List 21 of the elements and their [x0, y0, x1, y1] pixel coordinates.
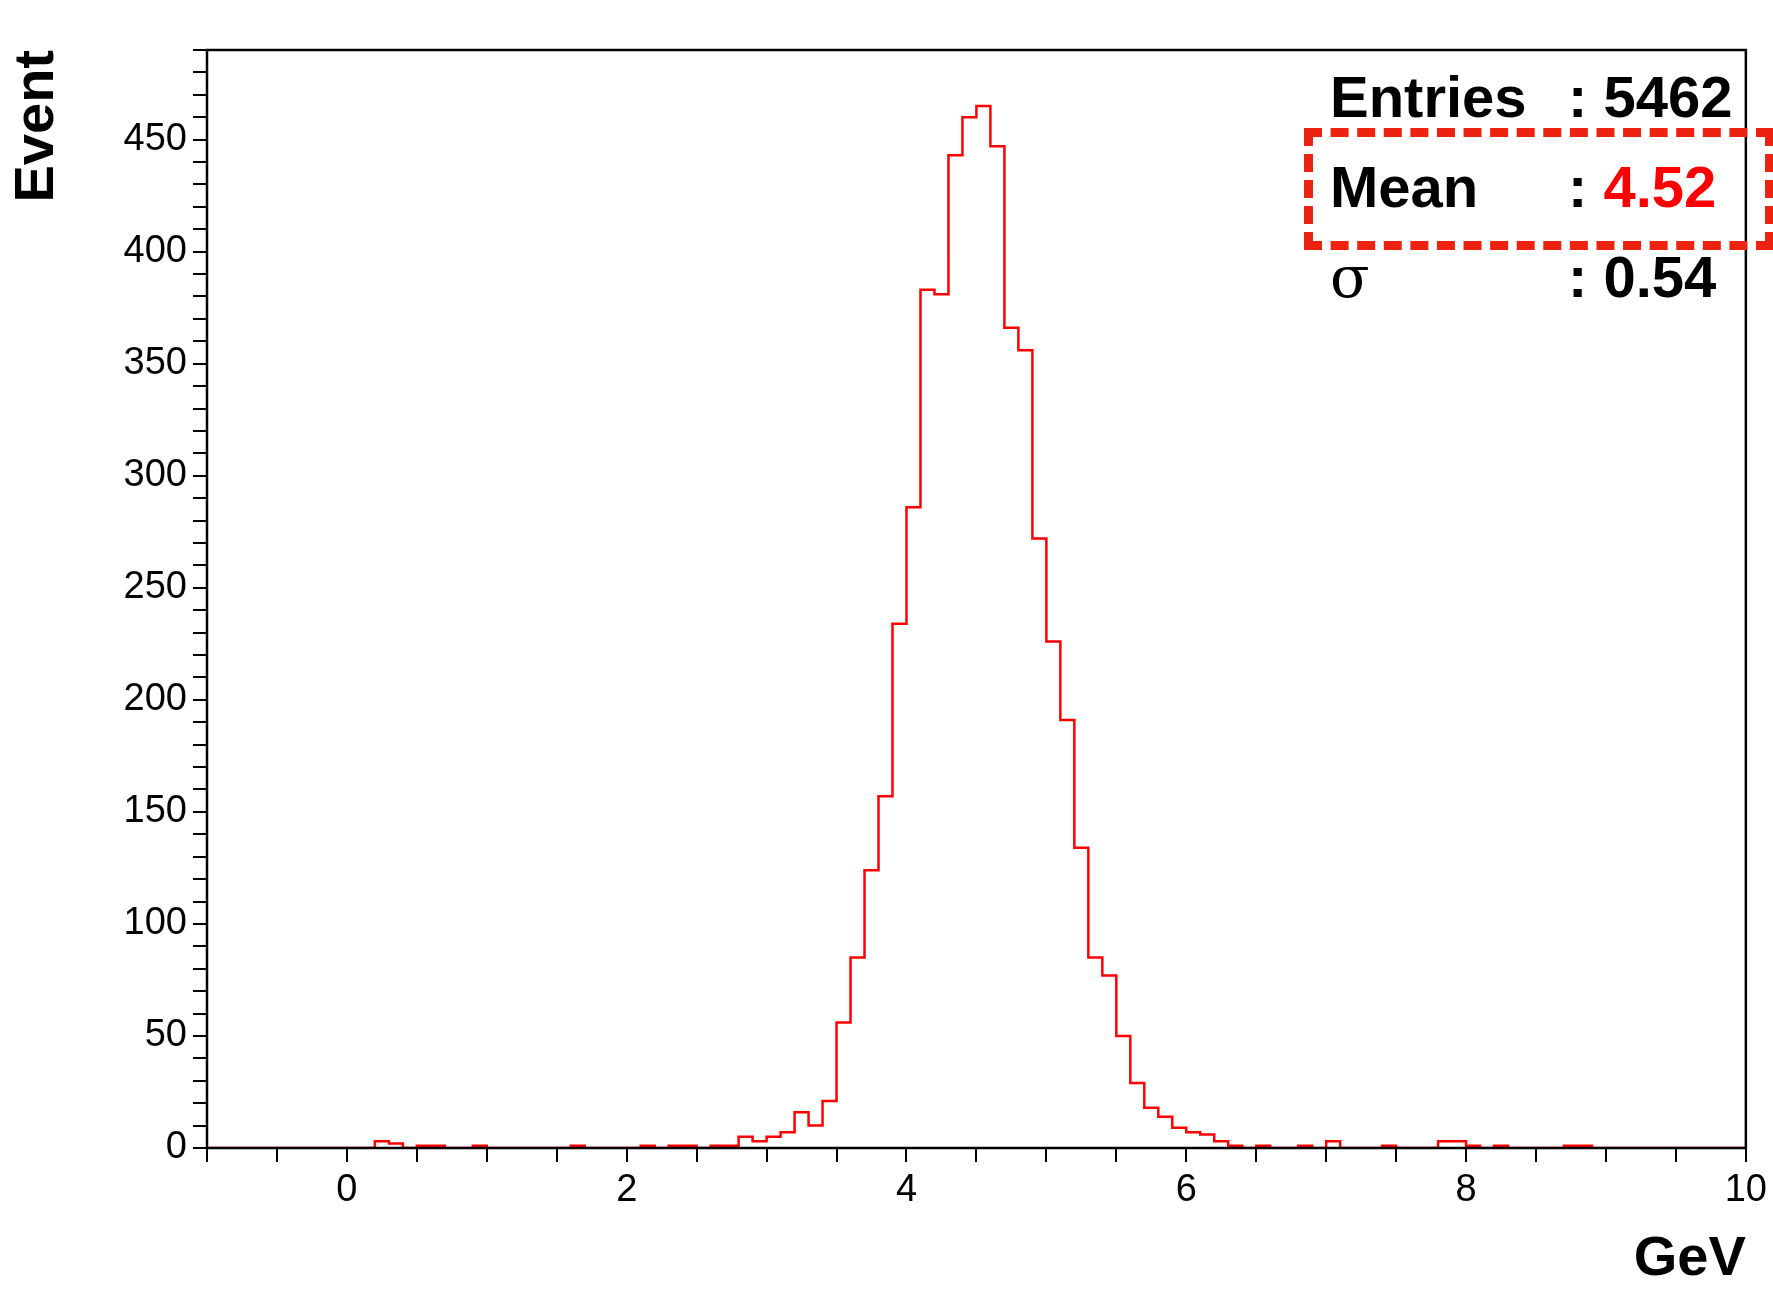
- y-tick-label: 150: [123, 788, 187, 831]
- y-tick-label: 0: [165, 1124, 187, 1167]
- y-axis-title: Event: [2, 50, 66, 203]
- y-tick-label: 200: [123, 676, 187, 719]
- y-tick-label: 100: [123, 900, 187, 943]
- text: σ : 0.54: [1330, 243, 1717, 311]
- x-tick-label: 4: [895, 1167, 918, 1210]
- x-tick-label: 8: [1455, 1167, 1477, 1210]
- annotation: Entries : 5462: [1330, 63, 1733, 131]
- x-tick-label: 6: [1175, 1167, 1197, 1210]
- text: Mean : 4.52: [1330, 154, 1717, 219]
- x-tick-label: 2: [616, 1167, 638, 1210]
- y-tick-label: 250: [123, 564, 187, 607]
- y-tick-label: 450: [123, 116, 187, 159]
- x-tick-label: 10: [1724, 1167, 1768, 1210]
- x-tick-label: 0: [336, 1167, 358, 1210]
- y-tick-label: 300: [123, 452, 187, 495]
- y-tick-label: 50: [144, 1012, 187, 1055]
- x-axis-title: GeV: [1633, 1223, 1746, 1287]
- y-tick-label: 350: [123, 340, 187, 383]
- y-tick-label: 400: [123, 228, 187, 271]
